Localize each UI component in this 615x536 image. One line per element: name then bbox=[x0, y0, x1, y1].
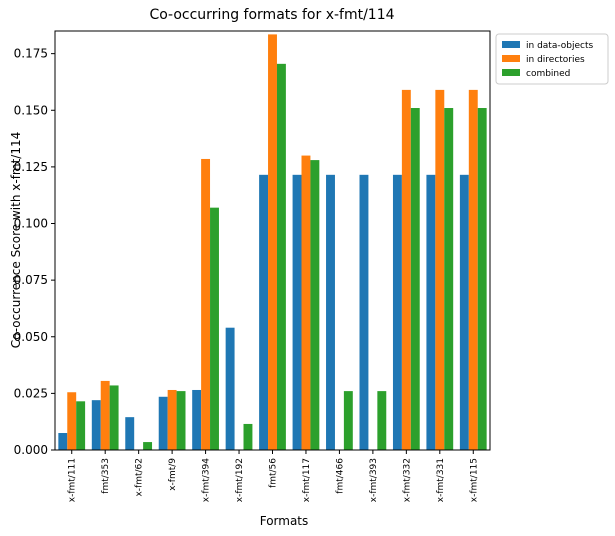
y-axis-label: Co-occurrence Score with x-fmt/114 bbox=[9, 132, 23, 349]
x-tick-label: x-fmt/331 bbox=[436, 458, 446, 502]
bar-in-directories-x-fmt-111 bbox=[67, 392, 77, 450]
bar-combined-x-fmt-9 bbox=[176, 391, 186, 450]
x-tick-label: x-fmt/393 bbox=[369, 458, 379, 502]
bar-combined-x-fmt-393 bbox=[377, 391, 387, 450]
bar-in-directories-x-fmt-331 bbox=[435, 89, 445, 450]
chart-title: Co-occurring formats for x-fmt/114 bbox=[149, 7, 394, 23]
x-tick-label: x-fmt/111 bbox=[68, 458, 78, 502]
bar-in-data-objects-x-fmt-192 bbox=[225, 327, 235, 450]
y-tick-label: 0.025 bbox=[14, 386, 48, 400]
x-axis-label: Formats bbox=[260, 514, 309, 528]
bar-combined-x-fmt-62 bbox=[143, 442, 153, 450]
legend-swatch bbox=[502, 41, 520, 48]
x-tick-label: fmt/466 bbox=[335, 458, 345, 494]
bar-in-data-objects-x-fmt-331 bbox=[426, 174, 436, 450]
x-tick-label: x-fmt/9 bbox=[168, 458, 178, 491]
y-axis: 0.000 0.025 0.050 0.075 0.100 0.125 0.150 0.175 bbox=[14, 47, 55, 457]
bar-in-data-objects-fmt-466 bbox=[326, 174, 335, 450]
bar-in-directories-fmt-56 bbox=[268, 34, 277, 451]
bar-in-data-objects-x-fmt-394 bbox=[192, 389, 202, 450]
x-axis: x-fmt/111 fmt/353 x-fmt/62 x-fmt/9 x-fmt/394… bbox=[68, 450, 479, 503]
bar-in-data-objects-x-fmt-62 bbox=[125, 417, 135, 450]
x-tick-label: fmt/56 bbox=[269, 458, 279, 488]
x-tick-label: x-fmt/117 bbox=[302, 458, 312, 502]
x-tick-label: fmt/353 bbox=[101, 458, 111, 494]
legend-label: in data-objects bbox=[526, 41, 593, 51]
bar-in-directories-x-fmt-115 bbox=[468, 89, 478, 450]
bar-in-directories-x-fmt-117 bbox=[301, 155, 311, 450]
bar-combined-x-fmt-394 bbox=[210, 207, 219, 450]
legend-swatch bbox=[502, 69, 520, 76]
plot-area bbox=[54, 30, 491, 451]
bar-in-data-objects-x-fmt-117 bbox=[292, 174, 302, 450]
bar-in-directories-fmt-353 bbox=[100, 380, 110, 450]
x-tick-label: x-fmt/332 bbox=[402, 458, 412, 502]
legend-label: in directories bbox=[526, 55, 585, 65]
y-tick-label: 0.175 bbox=[14, 47, 48, 61]
bar-in-data-objects-x-fmt-9 bbox=[158, 396, 168, 450]
bar-combined-fmt-56 bbox=[276, 63, 286, 451]
y-tick-label: 0.075 bbox=[14, 273, 48, 287]
y-tick-label: 0.050 bbox=[14, 330, 48, 344]
bar-in-directories-x-fmt-394 bbox=[201, 158, 211, 450]
x-tick-label: x-fmt/62 bbox=[135, 458, 145, 497]
bar-in-data-objects-fmt-56 bbox=[259, 174, 269, 450]
x-tick-label: x-fmt/115 bbox=[469, 458, 479, 502]
bar-combined-x-fmt-331 bbox=[444, 108, 454, 450]
x-tick-label: x-fmt/192 bbox=[235, 458, 245, 502]
bar-in-data-objects-x-fmt-115 bbox=[459, 174, 469, 450]
bar-combined-fmt-353 bbox=[109, 385, 119, 450]
legend-label: combined bbox=[526, 69, 570, 79]
bar-in-data-objects-x-fmt-332 bbox=[392, 174, 402, 450]
bar-in-directories-x-fmt-332 bbox=[401, 89, 411, 450]
bar-in-data-objects-fmt-353 bbox=[91, 400, 101, 450]
legend-box bbox=[495, 33, 609, 85]
bar-combined-x-fmt-332 bbox=[410, 108, 420, 450]
legend-swatch bbox=[502, 55, 520, 62]
bar-in-directories-x-fmt-9 bbox=[167, 389, 177, 450]
y-tick-label: 0.000 bbox=[14, 443, 48, 457]
bar-combined-x-fmt-115 bbox=[477, 108, 487, 450]
y-tick-label: 0.100 bbox=[14, 217, 48, 231]
bar-combined-x-fmt-117 bbox=[310, 160, 320, 450]
bar-combined-x-fmt-192 bbox=[243, 423, 253, 450]
bar-combined-fmt-466 bbox=[343, 391, 353, 450]
bar-combined-x-fmt-111 bbox=[76, 401, 86, 450]
legend: in data-objects in directories combined bbox=[495, 33, 609, 85]
y-tick-label: 0.125 bbox=[14, 160, 48, 174]
bar-in-data-objects-x-fmt-111 bbox=[58, 433, 68, 450]
y-tick-label: 0.150 bbox=[14, 103, 48, 117]
bar-in-data-objects-x-fmt-393 bbox=[359, 174, 369, 450]
x-tick-label: x-fmt/394 bbox=[202, 458, 212, 503]
